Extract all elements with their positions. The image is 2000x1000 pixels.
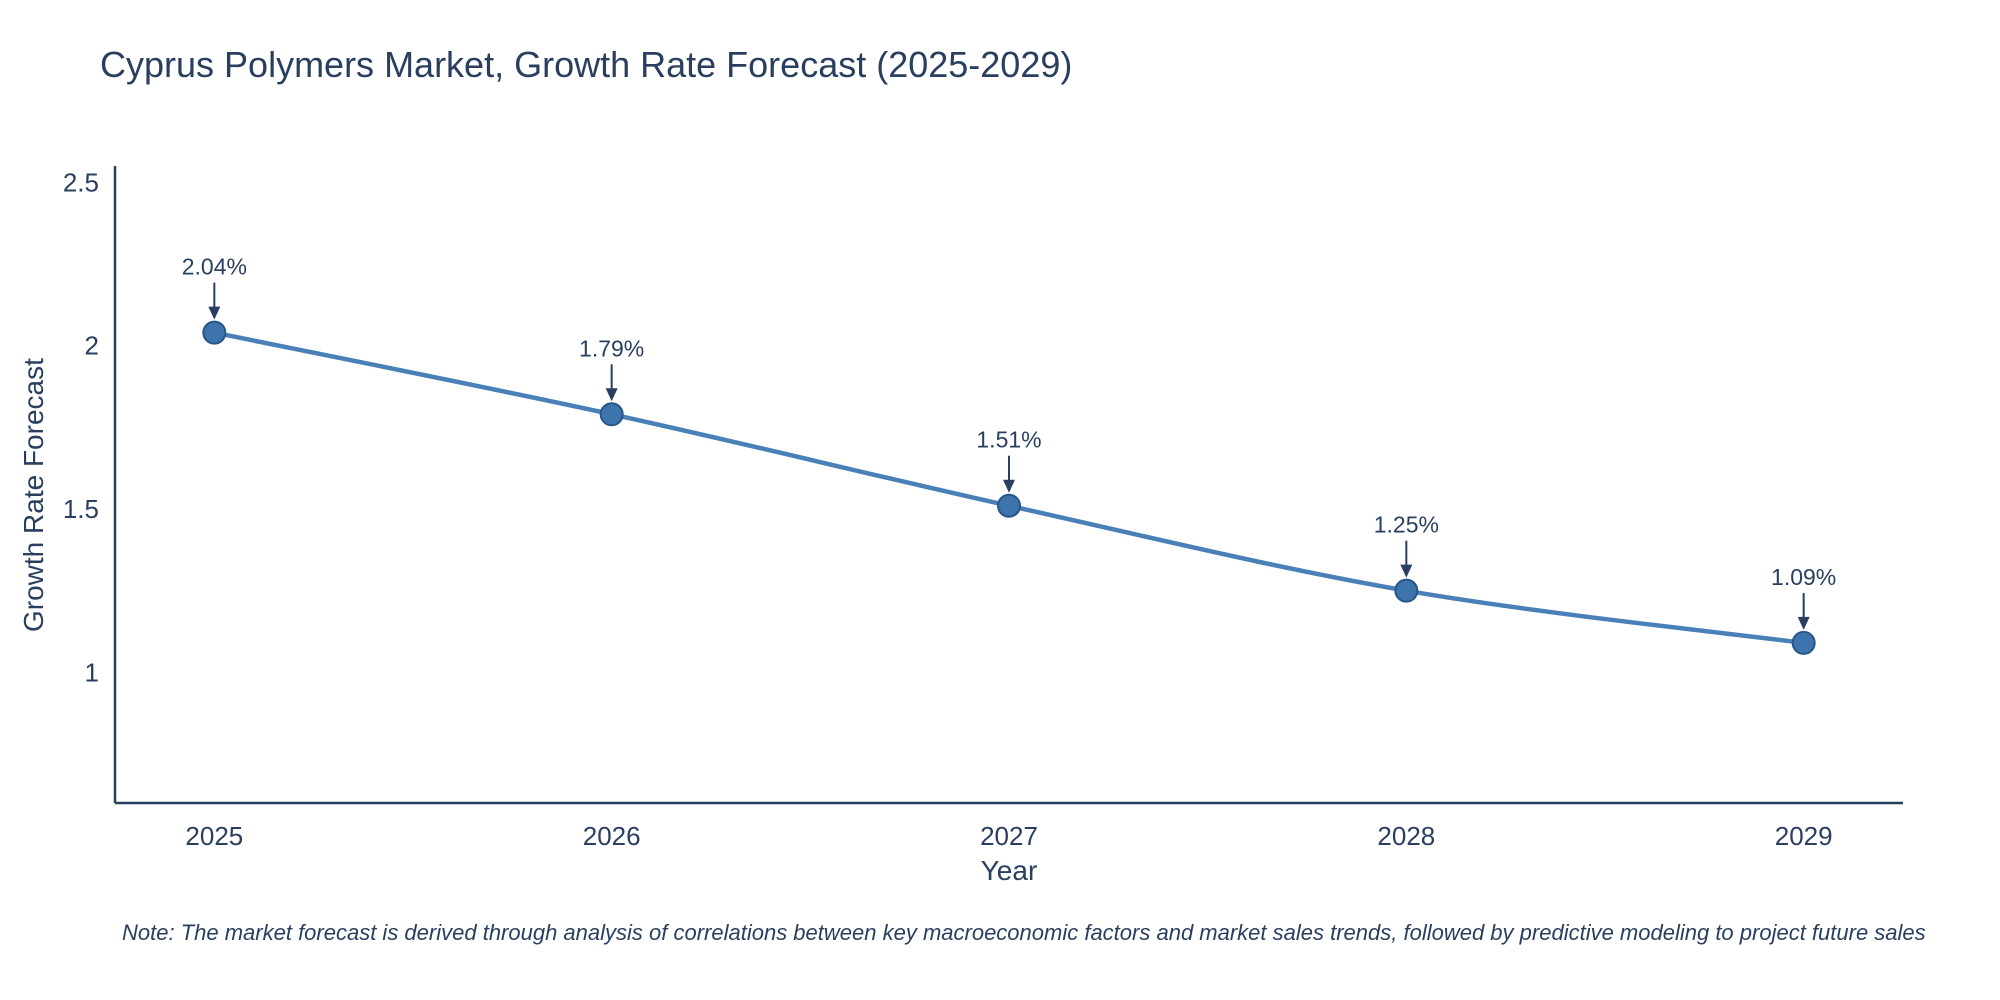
data-point-marker — [202, 320, 227, 345]
point-value-label: 1.09% — [1771, 564, 1836, 590]
chart-title: Cyprus Polymers Market, Growth Rate Fore… — [100, 44, 1073, 85]
point-value-label: 2.04% — [182, 254, 247, 280]
y-tick-label: 2 — [85, 331, 99, 361]
x-tick-label: 2026 — [583, 821, 641, 851]
point-value-label: 1.25% — [1374, 512, 1439, 538]
annotation-arrow-head — [605, 388, 618, 402]
annotation-arrow-head — [1400, 564, 1413, 578]
data-point-marker — [599, 402, 624, 427]
y-tick-label: 2.5 — [63, 167, 99, 197]
annotation-arrow-head — [1003, 479, 1015, 493]
point-value-label: 1.79% — [579, 335, 644, 361]
annotation-arrow-head — [1797, 616, 1810, 630]
x-tick-label: 2027 — [980, 821, 1038, 851]
y-axis-title: Growth Rate Forecast — [18, 358, 49, 632]
data-point-marker — [1791, 630, 1816, 655]
x-tick-label: 2029 — [1775, 821, 1833, 851]
y-tick-label: 1.5 — [63, 494, 99, 524]
y-tick-label: 1 — [85, 657, 99, 687]
annotation-arrow-head — [208, 306, 221, 320]
footnote: Note: The market forecast is derived thr… — [122, 920, 1926, 945]
x-tick-label: 2028 — [1377, 821, 1435, 851]
point-value-label: 1.51% — [976, 427, 1041, 453]
data-point-marker — [997, 493, 1021, 518]
data-point-marker — [1394, 578, 1419, 603]
x-tick-label: 2025 — [185, 821, 243, 851]
x-axis-title: Year — [980, 855, 1038, 886]
